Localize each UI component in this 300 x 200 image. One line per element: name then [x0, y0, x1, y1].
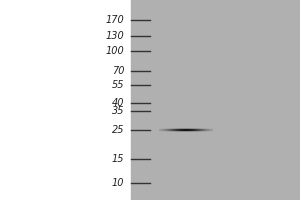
- Text: 170: 170: [106, 15, 124, 25]
- Text: 70: 70: [112, 66, 124, 76]
- Text: 100: 100: [106, 46, 124, 56]
- Text: 55: 55: [112, 80, 124, 90]
- Text: 130: 130: [106, 31, 124, 41]
- Text: 40: 40: [112, 98, 124, 108]
- Bar: [130, 0, 300, 200]
- Text: 15: 15: [112, 154, 124, 164]
- Text: 10: 10: [112, 178, 124, 188]
- Text: 25: 25: [112, 125, 124, 135]
- Text: 35: 35: [112, 106, 124, 116]
